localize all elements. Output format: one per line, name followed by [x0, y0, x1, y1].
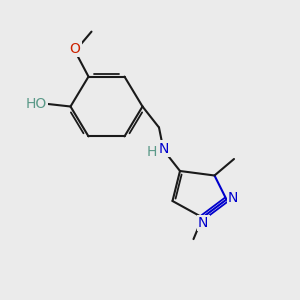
Text: N: N: [198, 216, 208, 230]
Text: H: H: [147, 146, 157, 159]
Text: HO: HO: [26, 97, 46, 110]
Text: O: O: [70, 42, 80, 56]
Text: N: N: [228, 191, 238, 205]
Text: N: N: [159, 142, 169, 155]
